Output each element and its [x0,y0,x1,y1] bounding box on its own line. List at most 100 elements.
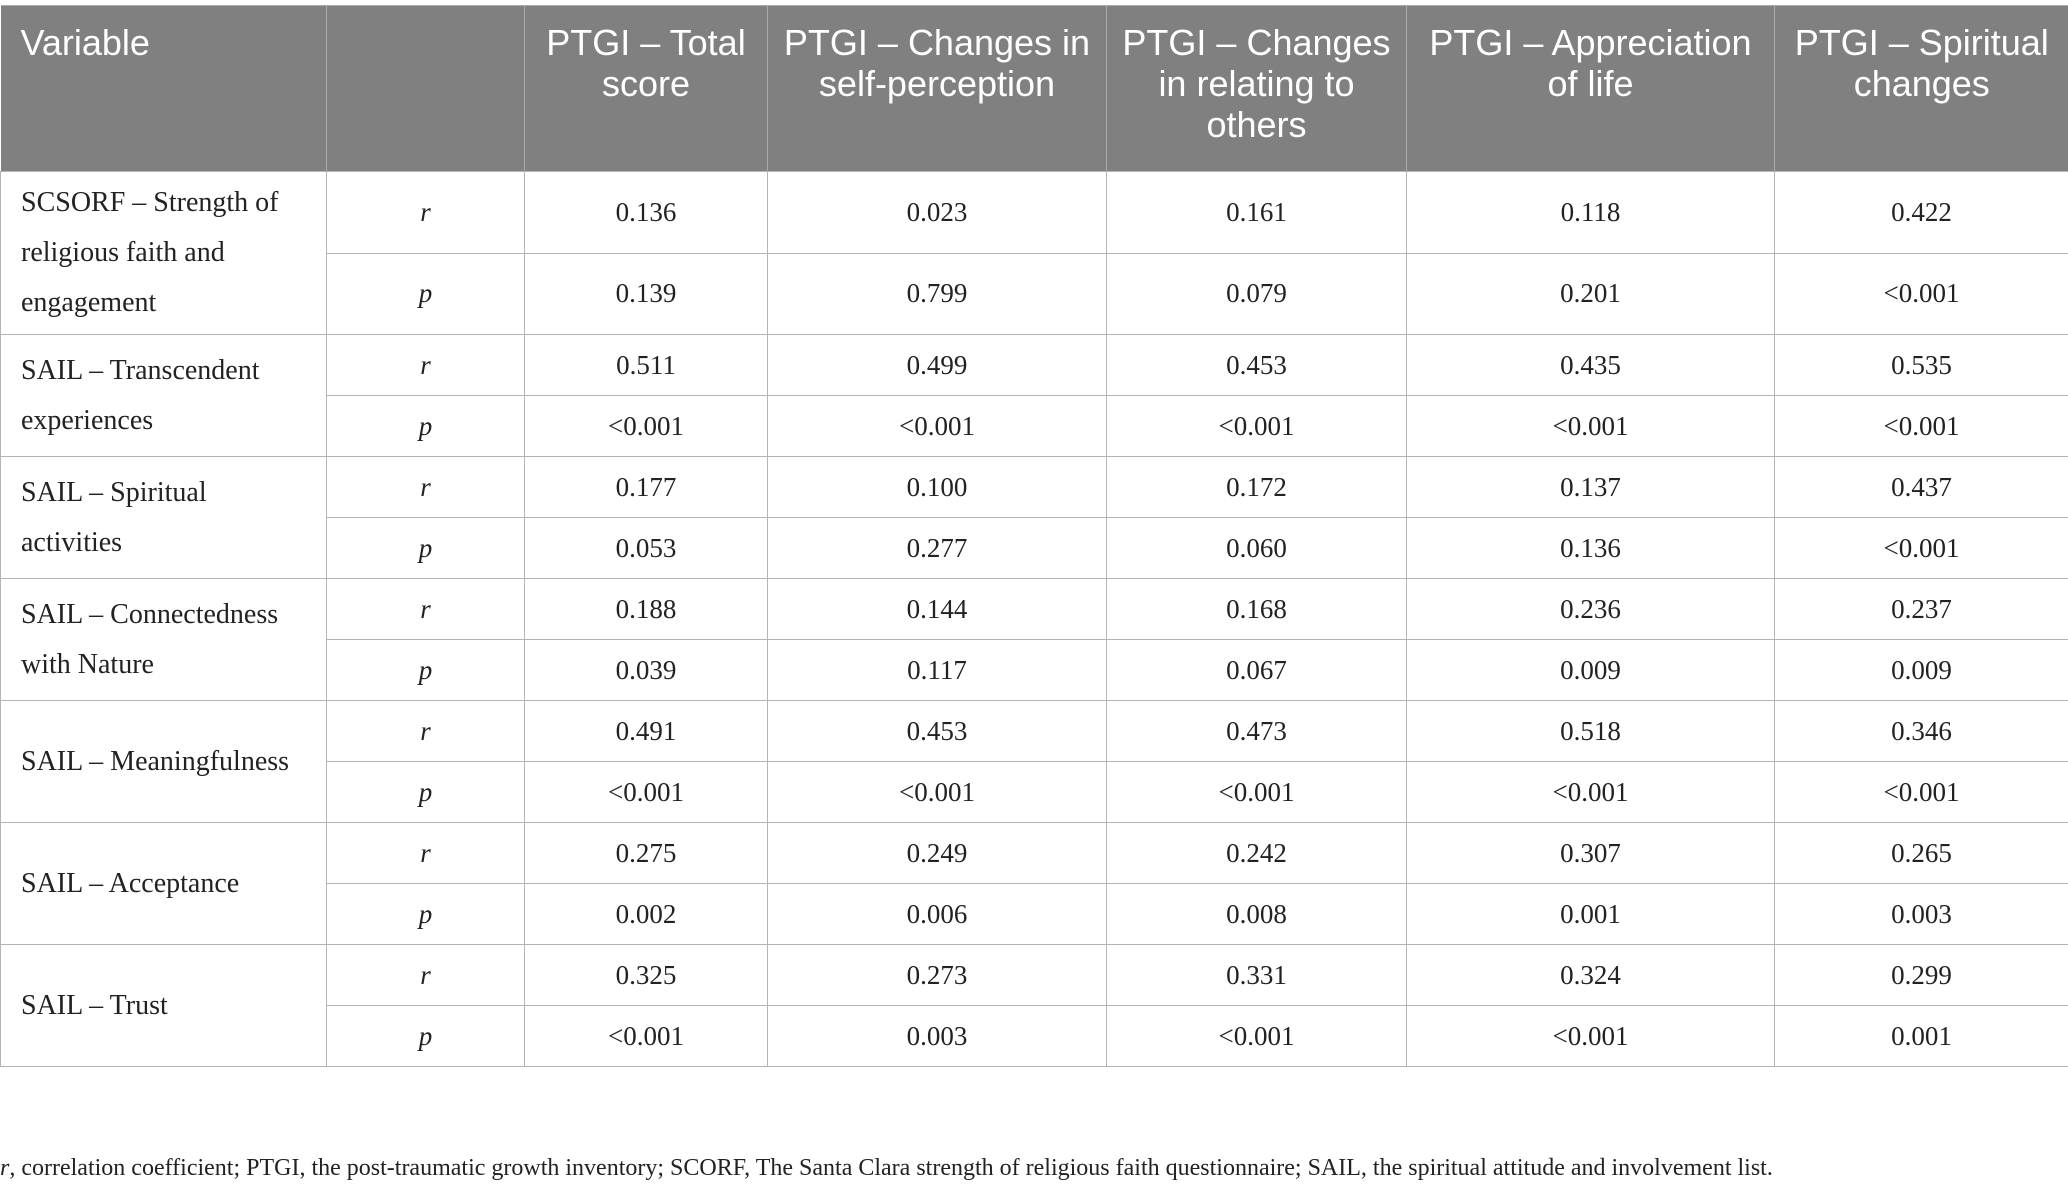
stat-label-p: p [326,395,525,457]
cell-p-others: <0.001 [1106,761,1407,823]
table-row: p 0.002 0.006 0.008 0.001 0.003 [1,883,2068,945]
table-row: p 0.053 0.277 0.060 0.136 <0.001 [1,517,2068,579]
stat-label-p: p [326,761,525,823]
cell-r-life: 0.518 [1406,700,1775,762]
table-row: p 0.139 0.799 0.079 0.201 <0.001 [1,252,2068,335]
cell-r-self: 0.273 [767,944,1107,1006]
table-body: SCSORF – Strength of religious faith and… [0,171,2068,1067]
table-row: SAIL – Trust r 0.325 0.273 0.331 0.324 0.299 [0,944,2068,1067]
cell-p-spiritual: 0.009 [1774,639,2068,701]
table-row: p <0.001 0.003 <0.001 <0.001 0.001 [1,1005,2068,1067]
footnote-text: , correlation coefficient; PTGI, the pos… [9,1155,1773,1181]
cell-r-spiritual: 0.535 [1774,334,2068,396]
variable-name: SCSORF – Strength of religious faith and… [0,171,327,335]
cell-r-others: 0.168 [1106,578,1407,640]
cell-p-self: <0.001 [767,395,1107,457]
cell-p-spiritual: <0.001 [1774,517,2068,579]
stat-label-p: p [326,639,525,701]
cell-r-self: 0.499 [767,334,1107,396]
cell-p-others: <0.001 [1106,1005,1407,1067]
header-variable: Variable [0,5,327,172]
cell-r-total: 0.325 [524,944,768,1006]
header-ptgi-relating-to-others: PTGI – Changes in relating to others [1106,5,1407,172]
cell-r-life: 0.236 [1406,578,1775,640]
cell-r-life: 0.307 [1406,822,1775,884]
cell-p-total: 0.002 [524,883,768,945]
stat-label-r: r [326,578,525,640]
cell-p-life: 0.009 [1406,639,1775,701]
cell-p-total: <0.001 [524,1005,768,1067]
header-ptgi-self-perception: PTGI – Changes in self-perception [767,5,1107,172]
stat-label-r: r [326,171,525,254]
variable-name: SAIL – Acceptance [0,822,327,945]
table-row: SAIL – Transcendent experiences r 0.511 0.4… [0,334,2068,457]
cell-p-total: 0.139 [524,252,768,335]
variable-name: SAIL – Meaningfulness [0,700,327,823]
variable-name: SAIL – Trust [0,944,327,1067]
cell-p-life: 0.201 [1406,252,1775,335]
cell-p-others: 0.079 [1106,252,1407,335]
cell-r-self: 0.023 [767,171,1107,254]
cell-r-total: 0.188 [524,578,768,640]
cell-r-spiritual: 0.437 [1774,456,2068,518]
cell-p-self: 0.003 [767,1005,1107,1067]
cell-r-life: 0.118 [1406,171,1775,254]
cell-r-others: 0.161 [1106,171,1407,254]
cell-r-total: 0.136 [524,171,768,254]
table-row: p <0.001 <0.001 <0.001 <0.001 <0.001 [1,395,2068,457]
cell-r-total: 0.275 [524,822,768,884]
stat-label-r: r [326,822,525,884]
variable-name: SAIL – Transcendent experiences [0,334,327,457]
stat-label-r: r [326,456,525,518]
cell-p-spiritual: <0.001 [1774,395,2068,457]
cell-r-others: 0.172 [1106,456,1407,518]
cell-r-others: 0.331 [1106,944,1407,1006]
header-stat [326,5,525,172]
cell-r-total: 0.511 [524,334,768,396]
cell-p-life: <0.001 [1406,761,1775,823]
cell-r-self: 0.453 [767,700,1107,762]
table-row: SCSORF – Strength of religious faith and… [0,171,2068,335]
cell-p-spiritual: <0.001 [1774,252,2068,335]
stat-label-p: p [326,252,525,335]
cell-p-life: 0.136 [1406,517,1775,579]
table-footnote: r, correlation coefficient; PTGI, the po… [0,1155,2068,1182]
header-ptgi-appreciation-of-life: PTGI – Appreciation of life [1406,5,1775,172]
cell-p-spiritual: <0.001 [1774,761,2068,823]
variable-name: SAIL – Connectedness with Nature [0,578,327,701]
stat-label-p: p [326,1005,525,1067]
cell-r-life: 0.435 [1406,334,1775,396]
cell-p-self: 0.277 [767,517,1107,579]
cell-r-spiritual: 0.299 [1774,944,2068,1006]
cell-p-life: <0.001 [1406,395,1775,457]
cell-r-self: 0.249 [767,822,1107,884]
cell-p-self: 0.006 [767,883,1107,945]
header-ptgi-spiritual-changes: PTGI – Spiritual changes [1774,5,2068,172]
table-row: SAIL – Meaningfulness r 0.491 0.453 0.473 0.5… [0,700,2068,823]
cell-r-others: 0.453 [1106,334,1407,396]
cell-r-spiritual: 0.346 [1774,700,2068,762]
cell-p-others: 0.060 [1106,517,1407,579]
cell-p-self: <0.001 [767,761,1107,823]
cell-p-total: <0.001 [524,395,768,457]
cell-p-others: 0.008 [1106,883,1407,945]
stat-label-p: p [326,883,525,945]
table-header: Variable PTGI – Total score PTGI – Chang… [0,5,2068,172]
cell-r-others: 0.242 [1106,822,1407,884]
header-row: Variable PTGI – Total score PTGI – Chang… [0,5,2068,172]
stat-label-r: r [326,944,525,1006]
cell-p-spiritual: 0.003 [1774,883,2068,945]
cell-r-life: 0.324 [1406,944,1775,1006]
table-row: SAIL – Connectedness with Nature r 0.188 0.… [0,578,2068,701]
stat-label-p: p [326,517,525,579]
table-row: SAIL – Acceptance r 0.275 0.249 0.242 0.307 0.… [0,822,2068,945]
cell-p-others: <0.001 [1106,395,1407,457]
variable-name: SAIL – Spiritual activities [0,456,327,579]
cell-r-total: 0.177 [524,456,768,518]
cell-p-self: 0.799 [767,252,1107,335]
cell-r-self: 0.144 [767,578,1107,640]
cell-r-spiritual: 0.422 [1774,171,2068,254]
cell-r-spiritual: 0.265 [1774,822,2068,884]
cell-r-life: 0.137 [1406,456,1775,518]
footnote-symbol: r [0,1155,10,1181]
